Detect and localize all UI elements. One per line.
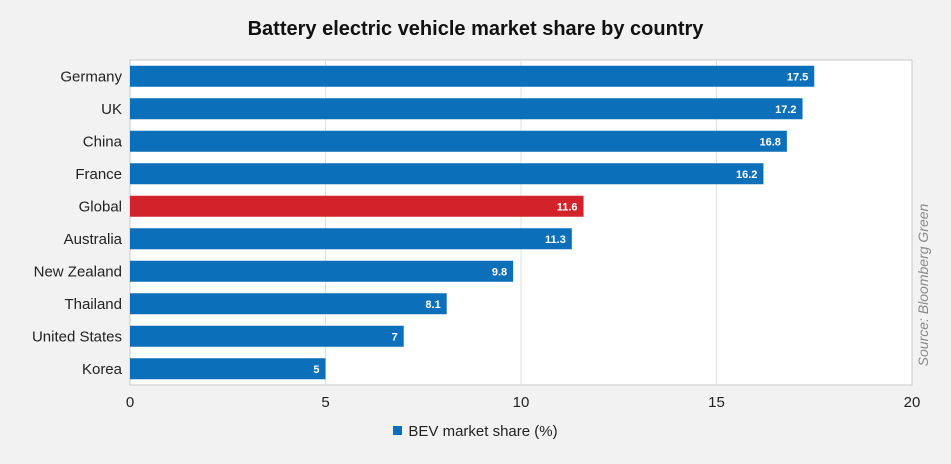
data-label: 8.1 — [425, 299, 440, 311]
bar — [130, 195, 584, 217]
y-category-label: Global — [79, 198, 122, 215]
bar — [130, 163, 764, 185]
y-category-label: Thailand — [64, 296, 122, 313]
data-label: 9.8 — [492, 266, 507, 278]
y-category-label: UK — [101, 101, 122, 118]
y-category-label: France — [75, 166, 122, 183]
data-label: 17.5 — [787, 71, 808, 83]
x-tick-label: 0 — [126, 394, 134, 411]
x-tick-label: 20 — [904, 394, 921, 411]
bar — [130, 293, 447, 315]
y-category-label: Germany — [60, 68, 122, 85]
legend-label: BEV market share (%) — [408, 423, 558, 440]
bar — [130, 130, 787, 152]
bar — [130, 325, 404, 347]
y-category-label: Australia — [64, 231, 123, 248]
data-label: 16.2 — [736, 169, 757, 181]
x-tick-label: 10 — [513, 394, 530, 411]
data-label: 7 — [392, 331, 398, 343]
data-label: 5 — [313, 364, 319, 376]
source-note: Source: Bloomberg Green — [915, 203, 931, 367]
data-label: 11.6 — [557, 201, 578, 213]
bar — [130, 358, 326, 380]
y-category-label: United States — [32, 328, 122, 345]
y-category-label: New Zealand — [34, 263, 122, 280]
bar — [130, 65, 815, 87]
data-label: 11.3 — [545, 234, 566, 246]
x-tick-label: 5 — [321, 394, 329, 411]
chart-title: Battery electric vehicle market share by… — [247, 18, 704, 40]
legend: BEV market share (%) — [0, 423, 951, 440]
bar — [130, 228, 572, 250]
data-label: 17.2 — [775, 104, 796, 116]
x-tick-label: 15 — [708, 394, 725, 411]
data-label: 16.8 — [759, 136, 780, 148]
y-category-label: China — [83, 133, 123, 150]
bar — [130, 260, 514, 282]
bar — [130, 98, 803, 120]
legend-swatch — [393, 426, 403, 435]
y-category-label: Korea — [82, 361, 123, 378]
